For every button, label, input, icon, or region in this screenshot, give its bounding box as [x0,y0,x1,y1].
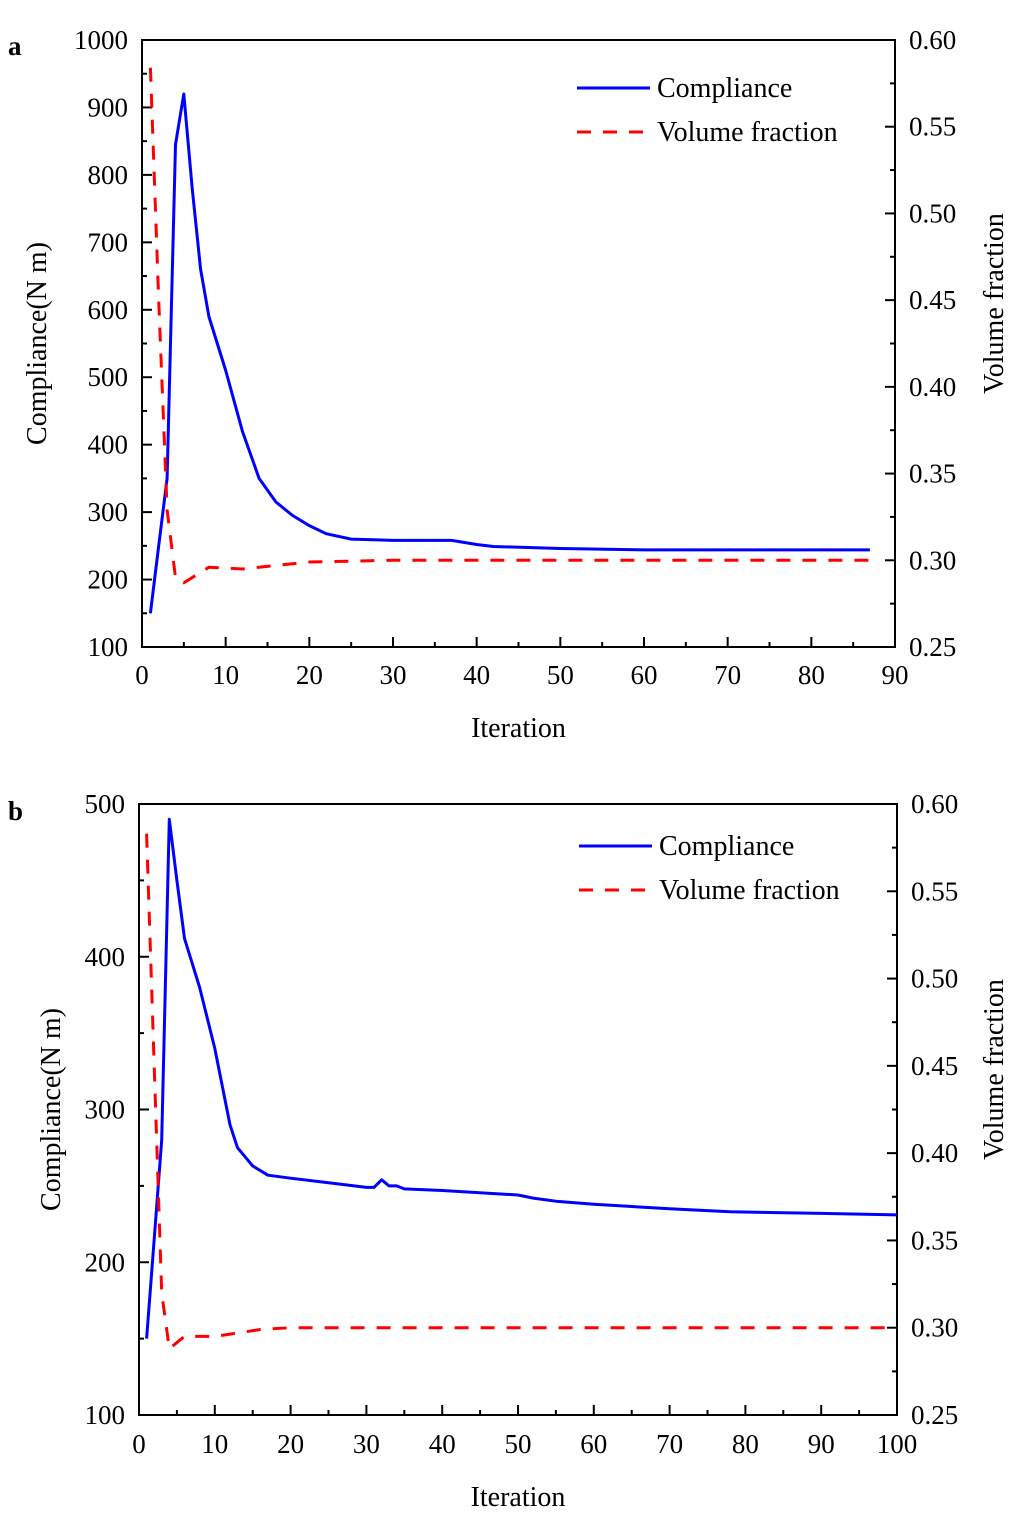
y-tick-label: 200 [85,1247,126,1277]
x-tick-label: 0 [132,1429,146,1459]
x-axis-label: Iteration [471,1482,566,1513]
x-tick-label: 40 [429,1429,456,1459]
legend-label: Volume fraction [657,117,838,148]
y-axis-label: Compliance(N m) [36,1008,67,1211]
x-tick-label: 70 [656,1429,683,1459]
x-tick-label: 50 [547,660,574,690]
x-tick-label: 20 [277,1429,304,1459]
x-tick-label: 10 [212,660,239,690]
y2-tick-label: 0.55 [909,112,956,142]
x-tick-label: 90 [808,1429,835,1459]
y-tick-label: 600 [88,295,129,325]
chart-panel-b: b 0 10 20 30 40 50 60 70 80 90 100 100 200 300 400 500 0.… [8,789,1010,1513]
x-tick-label: 80 [732,1429,759,1459]
y-tick-label: 100 [88,632,129,662]
y2-tick-label: 0.50 [909,198,956,228]
y2-tick-label: 0.30 [911,1313,958,1343]
panel-label: b [8,796,23,826]
y-tick-label: 500 [85,789,126,819]
y2-tick-label: 0.25 [911,1400,958,1430]
y-tick-label: 200 [88,565,129,595]
y2-tick-label: 0.60 [909,25,956,55]
y2-tick-label: 0.35 [911,1225,958,1255]
y-tick-label: 800 [88,160,129,190]
y-axis-label: Compliance(N m) [22,242,53,445]
x-tick-label: 50 [505,1429,532,1459]
series-line-compliance [145,817,898,1339]
y-tick-label: 400 [85,942,126,972]
series-line-compliance [148,92,870,614]
x-tick-label: 60 [631,660,658,690]
x-tick-label: 80 [798,660,825,690]
x-tick-label: 70 [714,660,741,690]
y2-tick-label: 0.40 [909,372,956,402]
x-tick-label: 10 [201,1429,228,1459]
y2-tick-label: 0.50 [911,964,958,994]
y2-tick-label: 0.40 [911,1138,958,1168]
series-line-volume-fraction [145,833,897,1351]
y2-tick-label: 0.60 [911,789,958,819]
x-tick-label: 30 [380,660,407,690]
x-tick-label: 60 [580,1429,607,1459]
y-tick-label: 400 [88,430,129,460]
x-tick-label: 100 [877,1429,918,1459]
y-tick-label: 100 [85,1400,126,1430]
y2-tick-label: 0.55 [911,876,958,906]
y2-tick-label: 0.45 [909,285,956,315]
x-tick-label: 20 [296,660,323,690]
y-tick-label: 300 [88,497,129,527]
series-line-volume-fraction [148,67,870,585]
x-tick-label: 0 [135,660,149,690]
y-tick-label: 700 [88,227,129,257]
y2-axis-label: Volume fraction [979,979,1010,1160]
x-tick-label: 40 [463,660,490,690]
y-tick-label: 300 [85,1095,126,1125]
x-tick-label: 90 [882,660,909,690]
y2-axis-label: Volume fraction [979,213,1010,394]
y-tick-label: 1000 [74,25,128,55]
y-tick-label: 900 [88,92,129,122]
legend-label: Compliance [659,831,794,862]
y2-tick-label: 0.25 [909,632,956,662]
y2-tick-label: 0.35 [909,459,956,489]
legend-label: Volume fraction [659,875,840,906]
panel-label: a [8,31,22,61]
x-tick-label: 30 [353,1429,380,1459]
y2-tick-label: 0.45 [911,1051,958,1081]
x-axis-label: Iteration [471,713,566,744]
chart-panel-a: a 0 10 20 30 40 50 60 70 80 90 100 200 300 400 500 600 70… [8,25,1010,744]
legend-label: Compliance [657,73,792,104]
y2-tick-label: 0.30 [909,545,956,575]
y-tick-label: 500 [88,362,129,392]
